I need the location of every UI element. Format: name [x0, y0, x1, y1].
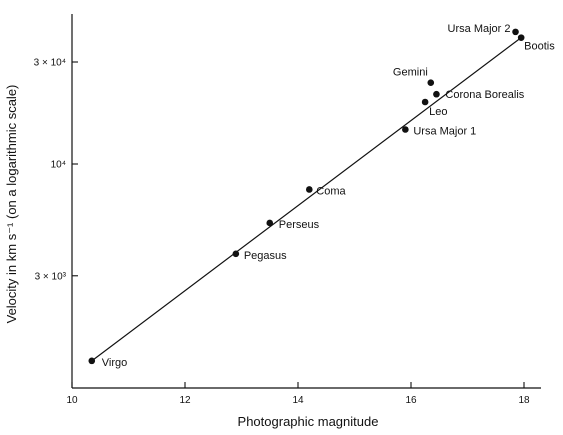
point-label: Coma [316, 185, 346, 197]
y-tick-label: 10⁴ [51, 160, 66, 171]
data-point [512, 28, 519, 36]
x-tick-label: 16 [405, 395, 417, 406]
data-point [433, 90, 440, 98]
x-tick-label: 10 [66, 395, 78, 406]
point-label: Virgo [102, 357, 127, 369]
data-points: Virgo Pegasus Perseus Coma Ursa Major 1 Leo Ge… [88, 23, 555, 369]
y-tick-label: 3 × 10⁴ [34, 58, 66, 69]
data-point [402, 126, 409, 133]
data-point [517, 34, 525, 41]
point-label: Ursa Major 1 [413, 126, 476, 138]
x-tick-label: 12 [179, 395, 191, 406]
point-label: Perseus [279, 219, 320, 231]
y-axis-title: Velocity in km s⁻¹ (on a logarithmic sca… [4, 85, 19, 324]
axes [71, 14, 541, 389]
point-label: Gemini [393, 67, 428, 79]
data-point [232, 250, 240, 258]
data-point [88, 357, 96, 365]
y-ticks: 3 × 10³ 10⁴ 3 × 10⁴ [34, 58, 78, 282]
data-point [306, 186, 313, 193]
point-label: Ursa Major 2 [448, 23, 511, 35]
x-ticks: 10 12 14 16 18 [66, 382, 530, 406]
point-label: Leo [429, 106, 447, 118]
x-tick-label: 18 [518, 395, 530, 406]
point-label: Pegasus [244, 250, 287, 262]
data-point [266, 219, 274, 227]
data-point [421, 98, 429, 106]
point-label: Bootis [524, 41, 555, 53]
x-axis-title: Photographic magnitude [238, 414, 379, 429]
data-point [427, 79, 435, 87]
x-tick-label: 14 [292, 395, 304, 406]
y-tick-label: 3 × 10³ [35, 271, 67, 282]
regression-line [91, 37, 522, 362]
point-label: Corona Borealis [445, 89, 524, 101]
